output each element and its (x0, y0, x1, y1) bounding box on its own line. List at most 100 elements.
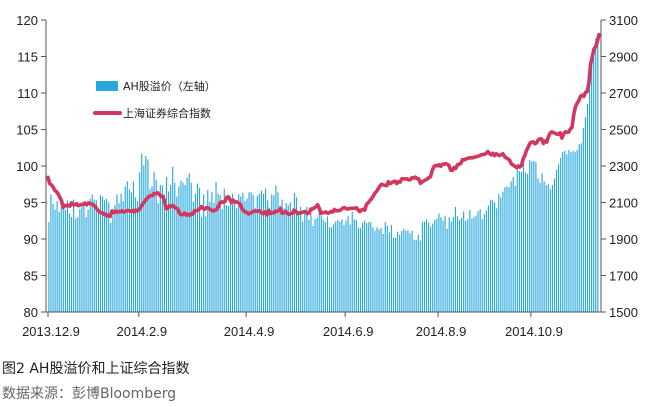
premium-bar (167, 191, 170, 312)
premium-bar (454, 206, 456, 312)
premium-bar (244, 201, 246, 312)
premium-bar (132, 181, 135, 312)
premium-bar (75, 218, 77, 312)
x-tick-label: 2014.4.9 (224, 324, 275, 339)
premium-bar (128, 189, 130, 312)
premium-bar (506, 186, 508, 312)
premium-bar (491, 200, 494, 312)
premium-bar (190, 182, 192, 312)
premium-bar (149, 189, 151, 312)
premium-bar (54, 209, 56, 312)
premium-bar (403, 228, 405, 312)
premium-bar (502, 191, 504, 312)
premium-bar (349, 224, 351, 312)
premium-bar (372, 227, 374, 312)
premium-bar (533, 160, 535, 312)
premium-bar (463, 211, 465, 312)
premium-bar (95, 200, 97, 312)
premium-bar (252, 195, 254, 312)
premium-bar (578, 144, 580, 312)
premium-bar (314, 219, 316, 312)
premium-bar (409, 233, 411, 312)
premium-bar (361, 222, 364, 312)
premium-bar (366, 222, 368, 312)
premium-bar (112, 216, 114, 312)
premium-bar (436, 218, 438, 312)
premium-bar (324, 222, 326, 312)
premium-bar (487, 205, 489, 312)
premium-bar (250, 192, 252, 312)
premium-bar (186, 177, 188, 312)
premium-bar (483, 214, 485, 312)
premium-bar (240, 196, 242, 312)
premium-bar (85, 217, 87, 312)
premium-bar (159, 184, 161, 312)
left-tick-label: 115 (17, 50, 38, 65)
premium-bar (514, 185, 516, 312)
premium-bar (198, 187, 201, 312)
premium-bar (380, 228, 382, 312)
premium-bar (444, 215, 446, 312)
premium-bar (469, 209, 471, 312)
premium-bar (291, 213, 293, 312)
premium-bar (584, 117, 586, 312)
premium-bar (440, 217, 442, 312)
premium-bar (555, 169, 558, 312)
premium-bar (182, 182, 184, 312)
premium-bar (298, 211, 300, 312)
premium-bar (489, 199, 492, 312)
premium-bar (473, 217, 475, 312)
premium-bar (368, 222, 370, 312)
premium-bar (145, 155, 147, 312)
premium-bar (423, 221, 426, 312)
premium-bar (238, 194, 240, 312)
right-tick-label: 1500 (609, 305, 638, 320)
premium-bar (537, 178, 539, 312)
premium-bar (543, 181, 545, 312)
premium-bar (213, 202, 215, 312)
premium-bar (310, 213, 312, 312)
premium-bar (295, 197, 298, 312)
premium-bar (104, 200, 106, 312)
premium-bar (289, 202, 291, 312)
premium-bar (194, 193, 196, 312)
premium-bar (89, 198, 91, 312)
legend-swatch-premium (96, 81, 118, 91)
premium-bar (122, 201, 124, 312)
premium-bar (258, 193, 260, 312)
premium-bar (588, 79, 591, 312)
premium-bar (551, 184, 553, 312)
premium-bar (545, 184, 547, 312)
chart: 80 85 90 95 100 105 110 115 120 1500 1700 1900 2100 2… (16, 13, 638, 339)
premium-bar (48, 222, 50, 312)
premium-bar (52, 203, 54, 312)
premium-bar (458, 220, 461, 312)
premium-bar (229, 202, 232, 312)
premium-bar (359, 228, 362, 312)
premium-bar (178, 186, 180, 312)
premium-bar (364, 220, 366, 312)
premium-bar (397, 231, 399, 312)
premium-bar (236, 208, 238, 312)
premium-bar (188, 173, 190, 312)
right-tick-label: 2300 (609, 159, 638, 174)
premium-bar (248, 192, 250, 312)
premium-bar (576, 149, 578, 312)
premium-bar (172, 166, 174, 312)
premium-bar (306, 206, 308, 312)
premium-bar (564, 150, 566, 312)
premium-bar (71, 217, 73, 312)
premium-bar (273, 195, 275, 312)
premium-bar (498, 193, 500, 312)
premium-bar (586, 103, 589, 312)
left-tick-label: 105 (16, 123, 38, 138)
legend: AH股溢价（左轴） 上海证券综合指数 (93, 79, 216, 120)
premium-bar (139, 172, 141, 312)
x-tick-label: 2013.12.9 (22, 324, 80, 339)
premium-bar (108, 202, 110, 312)
x-tick-label: 2014.2.9 (116, 324, 167, 339)
premium-bar (227, 206, 229, 312)
premium-bar (388, 232, 390, 312)
premium-bar (161, 185, 163, 312)
premium-bar (124, 186, 126, 312)
